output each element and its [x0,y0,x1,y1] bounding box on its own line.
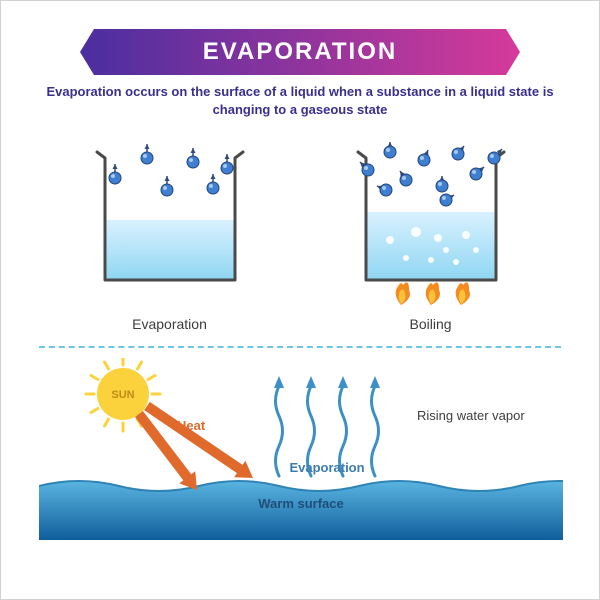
lower-evaporation-label: Evaporation [289,460,364,475]
evaporation-beaker-column: Evaporation [70,140,270,332]
warm-surface-label: Warm surface [258,496,344,511]
evaporation-diagram: EVAPORATION Evaporation occurs on the su… [0,0,600,600]
rising-vapor-label: Rising water vapor [417,408,525,423]
heat-label: Heat [177,418,206,433]
water-cycle-scene: SUN Heat Evaporation Rising water vapor Warm… [39,358,561,540]
subtitle-text: Evaporation occurs on the surface of a l… [39,83,561,118]
boiling-beaker-column: Boiling [331,140,531,332]
boiling-beaker [346,140,516,310]
beakers-row: Evaporation Boiling [39,140,561,332]
title-text: EVAPORATION [203,38,397,66]
section-divider [39,346,561,348]
sun-label: SUN [111,389,134,401]
evaporation-beaker [85,140,255,310]
evaporation-label: Evaporation [132,316,207,332]
boiling-label: Boiling [409,316,451,332]
